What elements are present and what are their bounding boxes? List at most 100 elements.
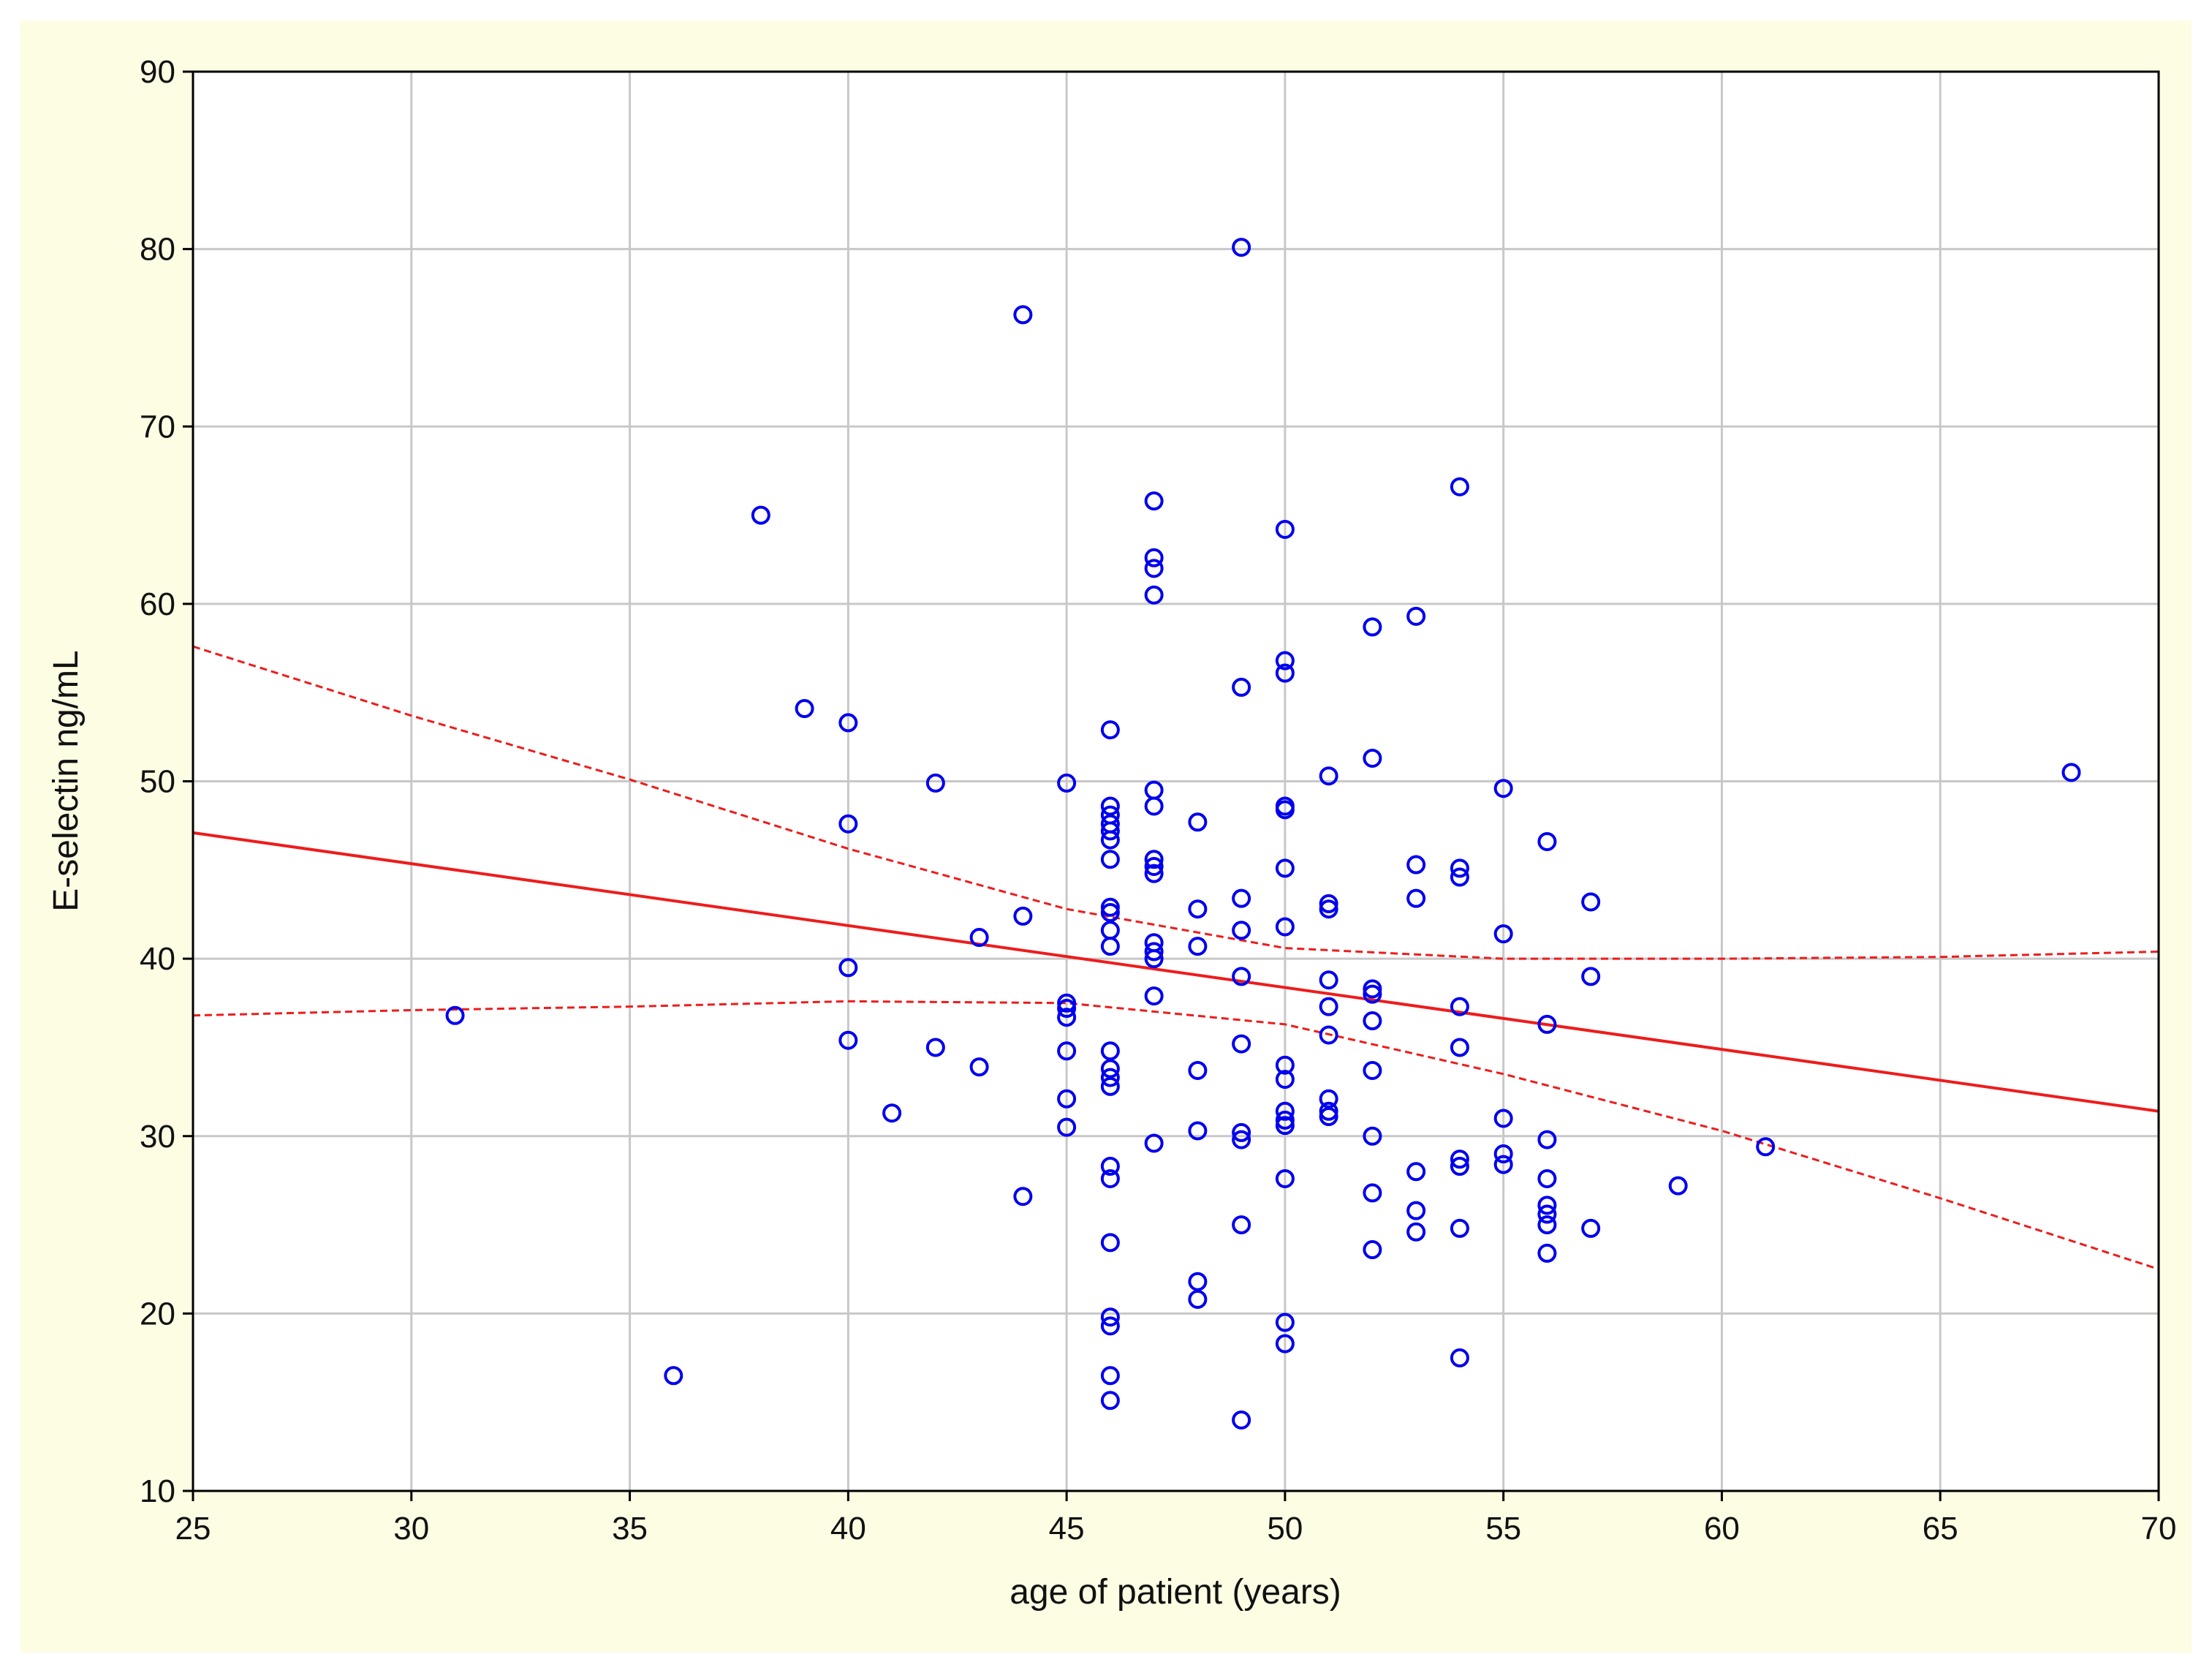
data-point	[1450, 1149, 1469, 1169]
data-point	[1450, 1038, 1469, 1057]
data-point	[1319, 766, 1338, 786]
data-point	[1100, 1059, 1120, 1079]
data-point	[1188, 899, 1208, 919]
data-point	[1144, 548, 1164, 567]
data-point	[1319, 997, 1338, 1016]
data-point	[1319, 899, 1338, 919]
data-point	[1406, 1222, 1426, 1242]
gridlines	[193, 72, 2159, 1491]
data-point	[1319, 894, 1338, 913]
data-point	[2061, 763, 2081, 782]
y-tick-label: 50	[140, 764, 175, 800]
data-point	[1275, 1334, 1295, 1353]
data-point	[1581, 1218, 1601, 1238]
data-point	[1232, 677, 1251, 697]
data-point	[1144, 491, 1164, 511]
data-point	[1013, 906, 1033, 926]
data-point	[1100, 821, 1120, 841]
data-point	[1275, 1313, 1295, 1332]
data-point	[1013, 305, 1033, 325]
data-point	[1275, 1110, 1295, 1130]
data-point	[1100, 1316, 1120, 1336]
y-tick-label: 30	[140, 1119, 175, 1155]
data-point	[1144, 1133, 1164, 1153]
data-point	[1100, 903, 1120, 923]
data-point	[1144, 942, 1164, 962]
y-tick-label: 90	[140, 54, 175, 90]
data-point	[1450, 1156, 1469, 1176]
data-point	[1406, 855, 1426, 875]
data-point	[1537, 1196, 1557, 1215]
data-point	[1363, 1060, 1382, 1080]
data-point	[1232, 888, 1251, 908]
data-point	[1406, 1162, 1426, 1182]
data-point	[1188, 1060, 1208, 1080]
data-point	[1100, 897, 1120, 917]
data-point	[1319, 1025, 1338, 1045]
data-point	[838, 713, 858, 733]
regression-line	[192, 831, 2159, 1113]
data-point	[1537, 1168, 1557, 1188]
data-point	[1275, 519, 1295, 539]
data-point	[1100, 1307, 1120, 1327]
scatter-chart: 25 30 35 40 45 50 55 60 65 70 102030405060708090 …	[47, 54, 2177, 1612]
x-tick-label: 70	[2141, 1511, 2177, 1547]
data-point	[1363, 1011, 1382, 1031]
data-point	[1493, 924, 1513, 944]
data-point	[1450, 1218, 1469, 1238]
data-point	[1450, 477, 1469, 496]
data-point	[1275, 651, 1295, 671]
x-tick-label: 30	[393, 1511, 429, 1547]
data-point	[1057, 1089, 1077, 1109]
data-point	[1275, 1070, 1295, 1089]
data-point	[445, 1005, 465, 1025]
data-point	[1363, 617, 1382, 637]
data-point	[1493, 1144, 1513, 1164]
data-point	[1188, 1289, 1208, 1309]
data-point	[1144, 850, 1164, 869]
y-tick-label: 60	[140, 586, 175, 622]
data-point	[838, 814, 858, 834]
data-point	[1537, 1204, 1557, 1224]
x-tick-label: 60	[1704, 1511, 1740, 1547]
data-point	[1756, 1137, 1776, 1157]
data-point	[1275, 1116, 1295, 1136]
x-tick-label: 35	[612, 1511, 648, 1547]
data-point	[1144, 559, 1164, 578]
data-point	[1232, 1215, 1251, 1235]
data-point	[1100, 1076, 1120, 1096]
x-tick-label: 45	[1049, 1511, 1085, 1547]
data-point	[1057, 1117, 1077, 1137]
data-point	[1537, 1130, 1557, 1149]
y-axis-title: E-selectin ng/mL	[47, 650, 86, 912]
confidence-band	[192, 645, 2159, 1271]
data-point	[1319, 1101, 1338, 1121]
data-point	[1057, 999, 1077, 1019]
fit-line	[192, 831, 2159, 1113]
data-point	[1100, 937, 1120, 956]
data-point	[1493, 1109, 1513, 1128]
data-point	[1057, 1008, 1077, 1027]
data-point	[1450, 997, 1469, 1016]
x-tick-label: 65	[1923, 1511, 1958, 1547]
data-point	[1144, 585, 1164, 605]
data-point	[1144, 856, 1164, 876]
data-point	[1232, 1034, 1251, 1054]
data-point	[1144, 796, 1164, 816]
y-tick-label: 20	[140, 1296, 175, 1332]
data-point	[1057, 993, 1077, 1013]
data-point	[1100, 1156, 1120, 1176]
data-point	[1232, 1410, 1251, 1430]
data-point	[1537, 1014, 1557, 1034]
data-point	[1100, 1366, 1120, 1386]
data-point	[925, 773, 945, 793]
data-point	[969, 928, 989, 948]
data-point	[1275, 663, 1295, 683]
data-point	[1406, 606, 1426, 626]
data-point	[1450, 867, 1469, 887]
data-point	[1232, 238, 1251, 257]
data-point	[1581, 892, 1601, 912]
data-point	[1232, 1130, 1251, 1149]
data-point	[1100, 1391, 1120, 1410]
data-point	[1581, 967, 1601, 986]
